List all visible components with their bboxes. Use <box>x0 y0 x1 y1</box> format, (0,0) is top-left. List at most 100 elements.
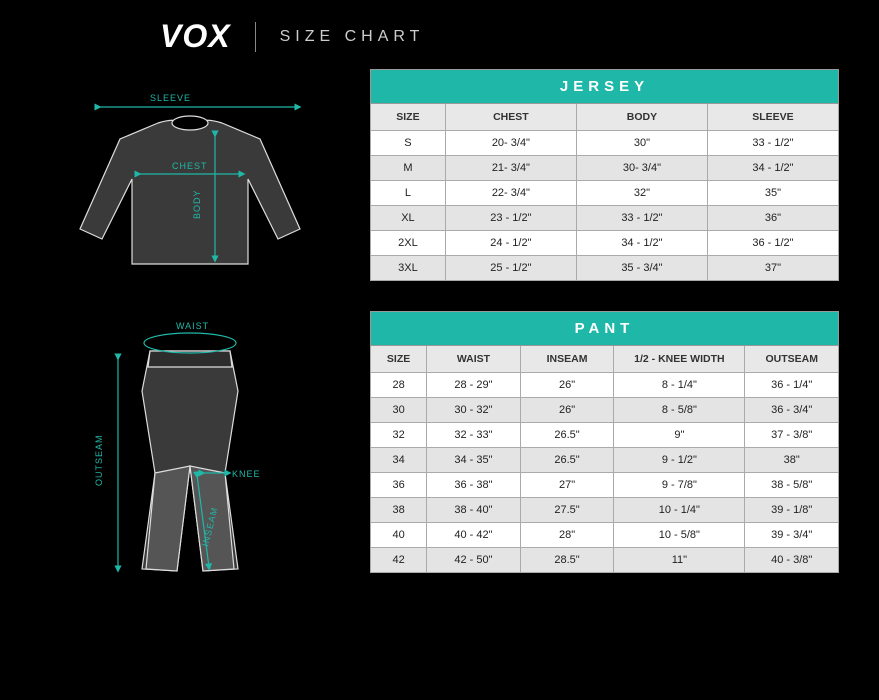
table-cell: 36 - 1/4" <box>745 373 839 398</box>
col-header: SIZE <box>371 104 446 131</box>
table-cell: 8 - 5/8" <box>614 398 745 423</box>
pant-label-knee: KNEE <box>232 469 261 479</box>
jersey-label-body: BODY <box>192 189 202 219</box>
header-divider <box>255 22 256 52</box>
table-cell: 39 - 3/4" <box>745 523 839 548</box>
table-cell: 34 <box>371 448 427 473</box>
table-row: 3030 - 32"26"8 - 5/8"36 - 3/4" <box>371 398 839 423</box>
pant-diagram: WAIST OUTSEAM INSEAM KNEE <box>40 311 340 601</box>
table-cell: 38" <box>745 448 839 473</box>
table-cell: 40 - 3/8" <box>745 548 839 573</box>
table-cell: 30" <box>576 131 707 156</box>
table-row: 2828 - 29"26"8 - 1/4"36 - 1/4" <box>371 373 839 398</box>
table-cell: 30 - 32" <box>427 398 521 423</box>
table-cell: 26" <box>520 398 614 423</box>
table-row: 2XL24 - 1/2"34 - 1/2"36 - 1/2" <box>371 231 839 256</box>
table-row: S20- 3/4"30"33 - 1/2" <box>371 131 839 156</box>
table-cell: 26.5" <box>520 448 614 473</box>
table-cell: 2XL <box>371 231 446 256</box>
table-cell: 34 - 1/2" <box>707 156 838 181</box>
pant-section: WAIST OUTSEAM INSEAM KNEE PANT SIZEWAIST… <box>40 311 839 601</box>
table-cell: M <box>371 156 446 181</box>
table-cell: 36 - 1/2" <box>707 231 838 256</box>
table-cell: 21- 3/4" <box>445 156 576 181</box>
table-cell: 34 - 1/2" <box>576 231 707 256</box>
jersey-title: JERSEY <box>371 70 839 104</box>
pant-table: PANT SIZEWAISTINSEAM1/2 - KNEE WIDTHOUTS… <box>370 311 839 573</box>
col-header: INSEAM <box>520 346 614 373</box>
col-header: SLEEVE <box>707 104 838 131</box>
table-cell: 27" <box>520 473 614 498</box>
jersey-label-chest: CHEST <box>172 161 208 171</box>
table-cell: 9 - 7/8" <box>614 473 745 498</box>
pant-title: PANT <box>371 312 839 346</box>
jersey-diagram: SLEEVE CHEST BODY <box>40 69 340 299</box>
table-row: 3434 - 35"26.5"9 - 1/2"38" <box>371 448 839 473</box>
table-cell: 33 - 1/2" <box>707 131 838 156</box>
table-cell: 42 - 50" <box>427 548 521 573</box>
pant-table-wrap: PANT SIZEWAISTINSEAM1/2 - KNEE WIDTHOUTS… <box>370 311 839 573</box>
header: VOX SIZE CHART <box>0 0 879 69</box>
col-header: BODY <box>576 104 707 131</box>
jersey-table-wrap: JERSEY SIZECHESTBODYSLEEVE S20- 3/4"30"3… <box>370 69 839 281</box>
table-cell: 30 <box>371 398 427 423</box>
table-cell: 38 <box>371 498 427 523</box>
table-cell: 9 - 1/2" <box>614 448 745 473</box>
table-cell: 10 - 1/4" <box>614 498 745 523</box>
table-cell: 27.5" <box>520 498 614 523</box>
table-cell: 33 - 1/2" <box>576 206 707 231</box>
table-cell: XL <box>371 206 446 231</box>
table-cell: 40 - 42" <box>427 523 521 548</box>
table-cell: 9" <box>614 423 745 448</box>
table-cell: 28" <box>520 523 614 548</box>
table-cell: 35 - 3/4" <box>576 256 707 281</box>
table-cell: 39 - 1/8" <box>745 498 839 523</box>
table-row: 3232 - 33"26.5"9"37 - 3/8" <box>371 423 839 448</box>
table-cell: 20- 3/4" <box>445 131 576 156</box>
table-cell: S <box>371 131 446 156</box>
table-cell: 8 - 1/4" <box>614 373 745 398</box>
table-cell: 32 <box>371 423 427 448</box>
table-cell: 3XL <box>371 256 446 281</box>
table-cell: 26" <box>520 373 614 398</box>
table-cell: 28 - 29" <box>427 373 521 398</box>
table-row: 4040 - 42"28"10 - 5/8"39 - 3/4" <box>371 523 839 548</box>
page-title: SIZE CHART <box>280 28 425 46</box>
table-row: M21- 3/4"30- 3/4"34 - 1/2" <box>371 156 839 181</box>
table-cell: 28 <box>371 373 427 398</box>
table-cell: 36 - 3/4" <box>745 398 839 423</box>
table-cell: 25 - 1/2" <box>445 256 576 281</box>
table-row: XL23 - 1/2"33 - 1/2"36" <box>371 206 839 231</box>
table-cell: 24 - 1/2" <box>445 231 576 256</box>
table-cell: 37 - 3/8" <box>745 423 839 448</box>
table-cell: 40 <box>371 523 427 548</box>
table-cell: 38 - 5/8" <box>745 473 839 498</box>
table-cell: L <box>371 181 446 206</box>
jersey-section: SLEEVE CHEST BODY JERSEY SIZECHESTBODYSL… <box>40 69 839 299</box>
table-cell: 37" <box>707 256 838 281</box>
content: SLEEVE CHEST BODY JERSEY SIZECHESTBODYSL… <box>0 69 879 601</box>
table-cell: 42 <box>371 548 427 573</box>
table-cell: 10 - 5/8" <box>614 523 745 548</box>
logo: VOX <box>160 18 231 55</box>
table-cell: 36" <box>707 206 838 231</box>
table-cell: 32" <box>576 181 707 206</box>
table-row: 3838 - 40"27.5"10 - 1/4"39 - 1/8" <box>371 498 839 523</box>
table-cell: 32 - 33" <box>427 423 521 448</box>
col-header: CHEST <box>445 104 576 131</box>
table-cell: 11" <box>614 548 745 573</box>
pant-label-outseam: OUTSEAM <box>94 434 104 486</box>
jersey-header-row: SIZECHESTBODYSLEEVE <box>371 104 839 131</box>
col-header: SIZE <box>371 346 427 373</box>
col-header: 1/2 - KNEE WIDTH <box>614 346 745 373</box>
table-row: 4242 - 50"28.5"11"40 - 3/8" <box>371 548 839 573</box>
col-header: WAIST <box>427 346 521 373</box>
table-row: 3XL25 - 1/2"35 - 3/4"37" <box>371 256 839 281</box>
jersey-body: S20- 3/4"30"33 - 1/2"M21- 3/4"30- 3/4"34… <box>371 131 839 281</box>
table-cell: 28.5" <box>520 548 614 573</box>
pant-label-waist: WAIST <box>176 321 209 331</box>
table-cell: 34 - 35" <box>427 448 521 473</box>
pant-body: 2828 - 29"26"8 - 1/4"36 - 1/4"3030 - 32"… <box>371 373 839 573</box>
jersey-label-sleeve: SLEEVE <box>150 93 191 103</box>
table-row: 3636 - 38"27"9 - 7/8"38 - 5/8" <box>371 473 839 498</box>
